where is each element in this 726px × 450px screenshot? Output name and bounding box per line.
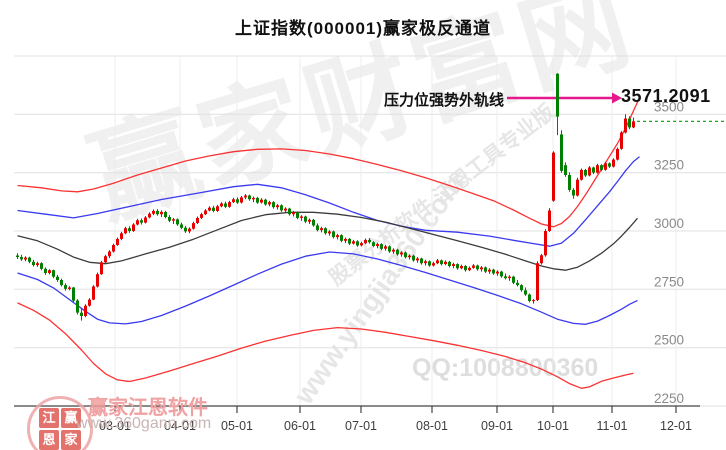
gann-logo: 江 赢 恩 家: [27, 396, 93, 450]
gridlines-vertical: [114, 56, 677, 406]
gann-logo-char: 家: [61, 430, 81, 450]
pressure-line-value: 3571.2091: [621, 86, 711, 106]
channel-line-upper_life: [17, 156, 640, 247]
svg-text:3000: 3000: [654, 216, 684, 231]
gridlines-horizontal: [14, 55, 726, 407]
channel-line-lower_outer: [17, 302, 634, 389]
page-title: 上证指数(000001)赢家极反通道: [234, 19, 492, 38]
candles: [16, 73, 635, 321]
channel-line-upper_outer: [17, 97, 641, 228]
x-axis: 03-01 04-01 05-01 06-01 07-01 08-01 09-01 10-01…: [14, 405, 700, 433]
pressure-line-label: 压力位强势外轨线: [384, 92, 505, 109]
svg-text:3500: 3500: [654, 99, 684, 114]
svg-text:08-01: 08-01: [416, 419, 448, 433]
svg-text:11-01: 11-01: [596, 419, 627, 433]
svg-text:06-01: 06-01: [284, 419, 316, 433]
gann-logo-grid: 江 赢 恩 家: [39, 408, 81, 450]
pressure-arrow: [507, 92, 622, 104]
gann-logo-char: 江: [39, 408, 59, 428]
svg-text:2250: 2250: [654, 391, 684, 406]
channel-line-middle: [17, 211, 638, 271]
svg-text:03-01: 03-01: [99, 419, 131, 433]
channel-line-lower_life: [17, 251, 638, 325]
gann-logo-char: 恩: [39, 430, 59, 450]
svg-text:09-01: 09-01: [481, 419, 513, 433]
svg-text:04-01: 04-01: [164, 419, 196, 433]
channel-lines: [17, 97, 641, 389]
svg-text:2500: 2500: [654, 333, 684, 348]
svg-text:3250: 3250: [654, 158, 684, 173]
gann-logo-char: 赢: [61, 408, 81, 428]
svg-text:2750: 2750: [654, 274, 684, 289]
svg-text:05-01: 05-01: [221, 419, 253, 433]
svg-text:10-01: 10-01: [537, 419, 569, 433]
y-axis-labels: 3500 3250 3000 2750 2500 2250: [654, 99, 684, 406]
svg-text:07-01: 07-01: [345, 419, 377, 433]
svg-text:12-01: 12-01: [660, 419, 692, 433]
